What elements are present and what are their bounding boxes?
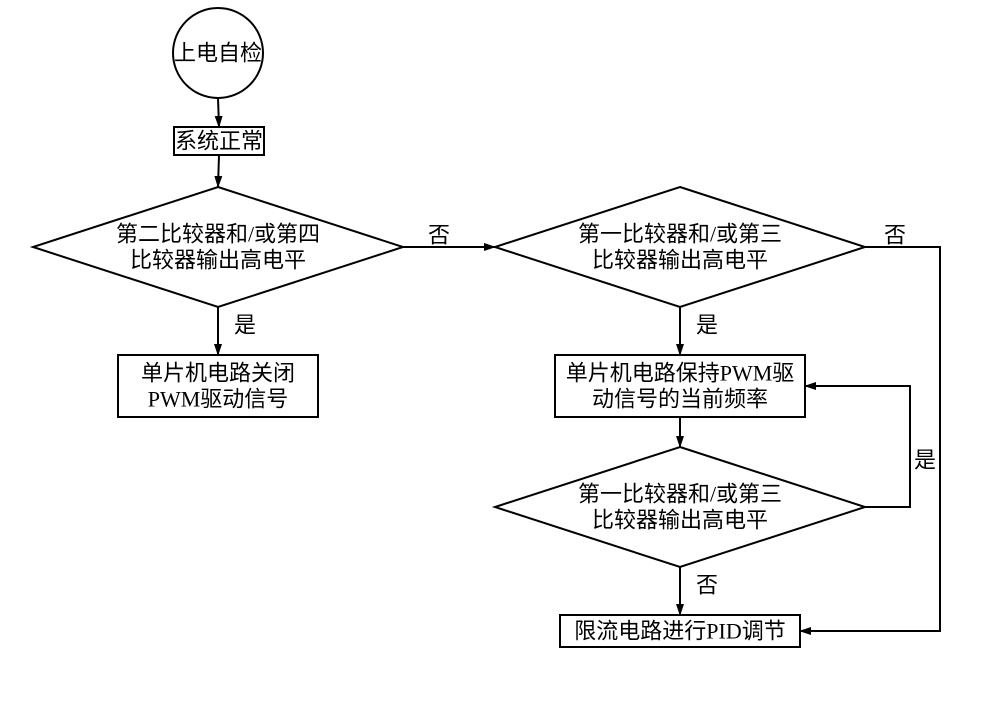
edge-sysok-d1 xyxy=(218,155,219,187)
edge-label: 否 xyxy=(428,223,450,248)
poly-edge-label: 是 xyxy=(914,448,936,473)
edge-label: 否 xyxy=(696,573,718,598)
node-d3-label: 第一比较器和/或第三 xyxy=(578,482,782,507)
poly-edge-1 xyxy=(805,386,910,507)
node-d3-label: 比较器输出高电平 xyxy=(592,507,768,532)
node-r2-label: 单片机电路保持PWM驱 xyxy=(566,361,795,386)
node-r2-label: 动信号的当前频率 xyxy=(592,386,768,411)
flowchart: 上电自检系统正常第二比较器和/或第四比较器输出高电平单片机电路关闭PWM驱动信号… xyxy=(0,0,1000,707)
node-start-label: 上电自检 xyxy=(174,41,262,66)
node-sysok-label: 系统正常 xyxy=(175,129,263,154)
edge-start-sysok xyxy=(218,98,219,127)
poly-edge-label: 否 xyxy=(884,223,906,248)
node-r1-label: 单片机电路关闭 xyxy=(141,361,295,386)
edge-label: 是 xyxy=(696,313,718,338)
node-r1-label: PWM驱动信号 xyxy=(148,386,289,411)
node-d1-label: 第二比较器和/或第四 xyxy=(116,222,320,247)
edge-label: 是 xyxy=(234,313,256,338)
node-d2-label: 第一比较器和/或第三 xyxy=(578,222,782,247)
poly-edge-0 xyxy=(800,247,940,631)
node-d1-label: 比较器输出高电平 xyxy=(130,247,306,272)
node-d2-label: 比较器输出高电平 xyxy=(592,247,768,272)
node-r3-label: 限流电路进行PID调节 xyxy=(574,619,785,644)
